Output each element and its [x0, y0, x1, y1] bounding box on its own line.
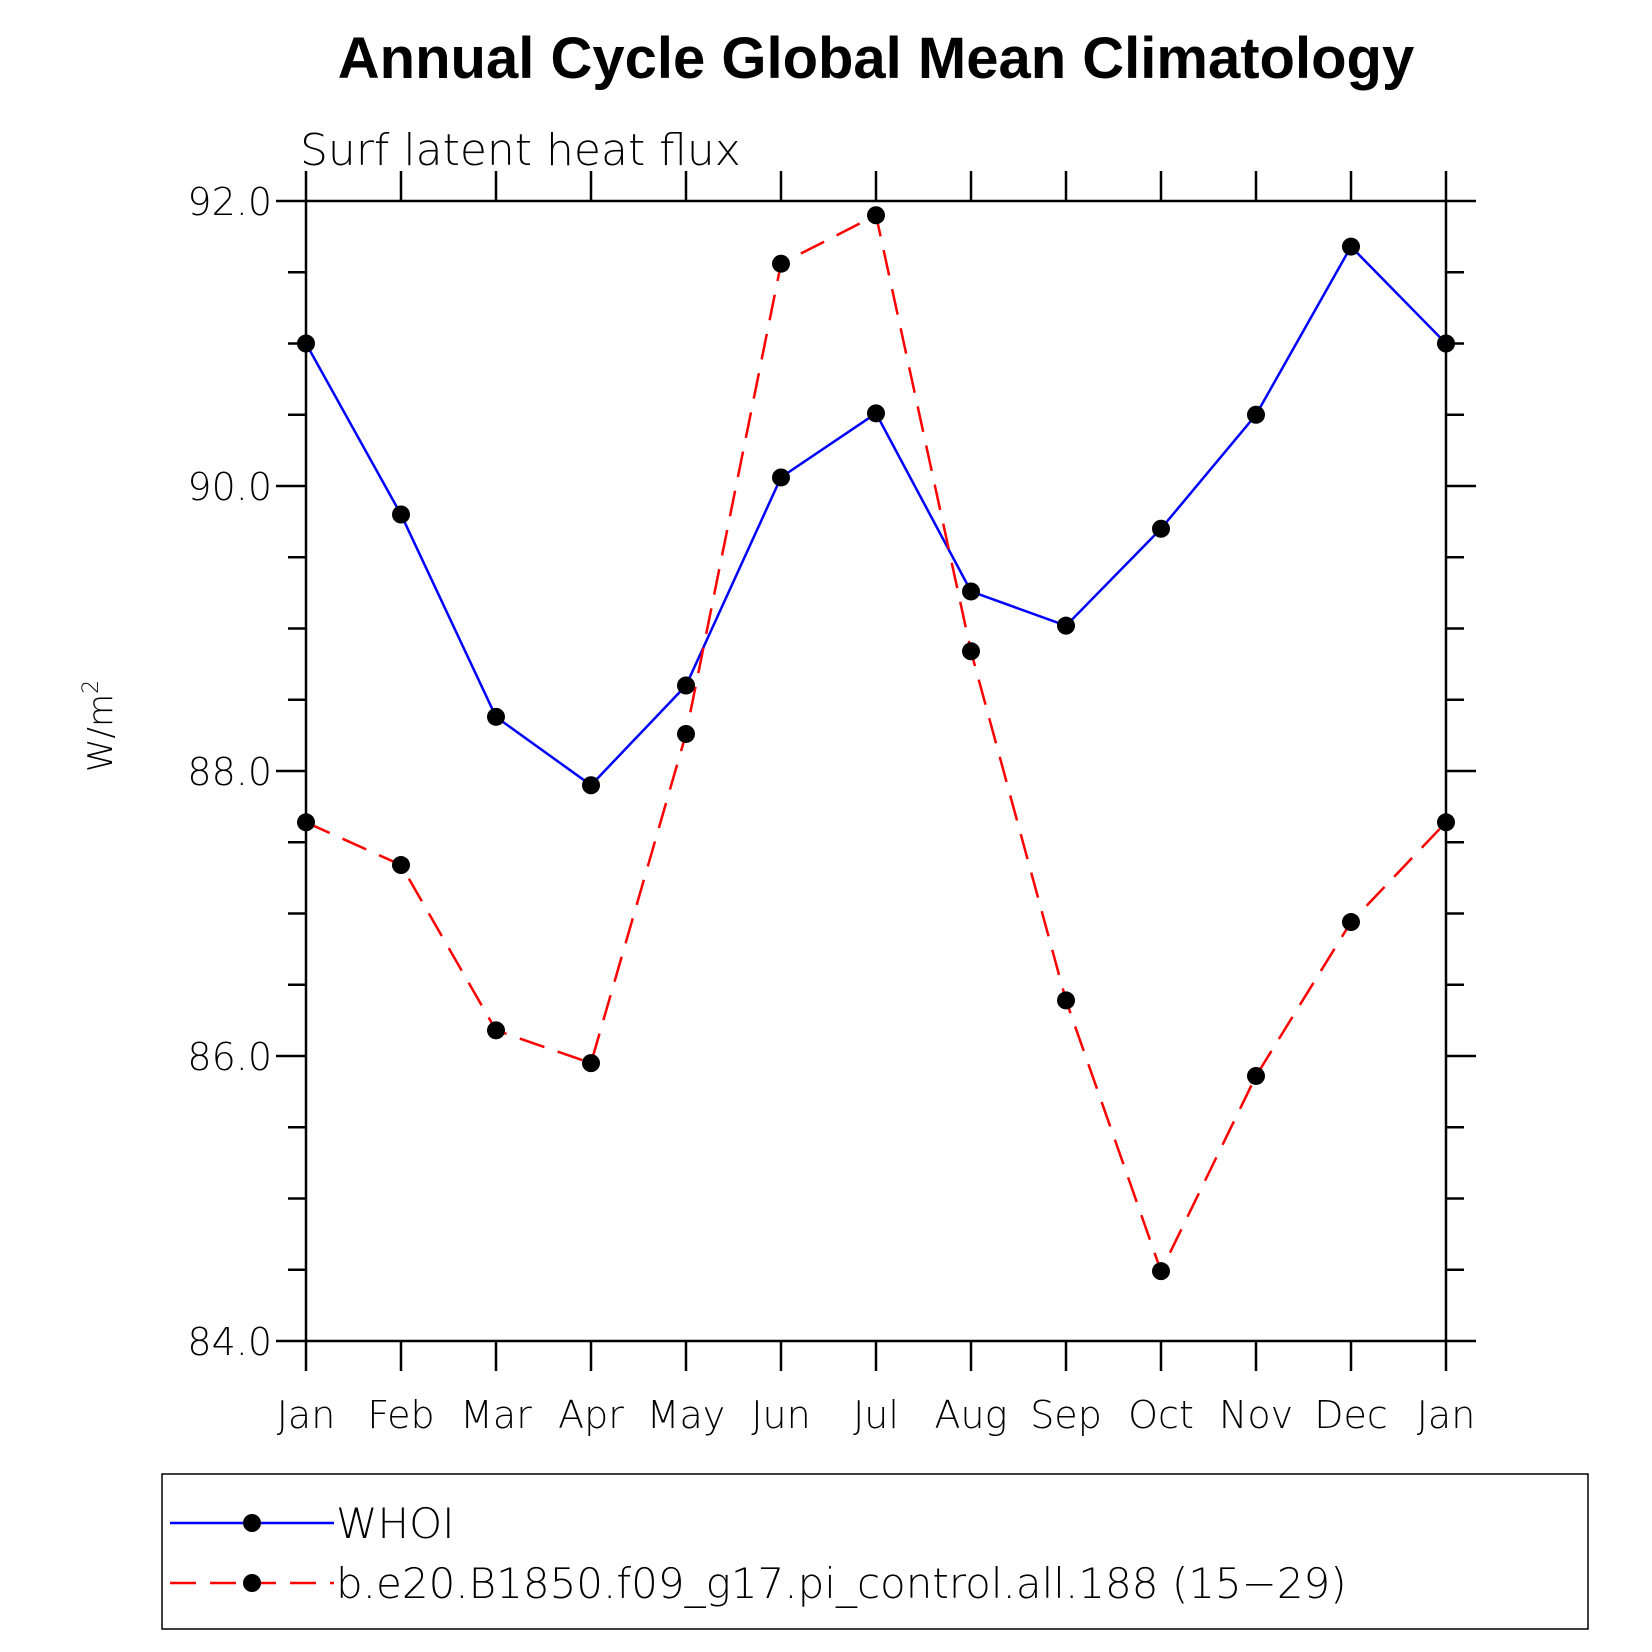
axis-ticks [276, 171, 1476, 1371]
series-line-1 [305, 213, 1447, 1275]
data-point-series-1 [962, 642, 980, 661]
data-point-series-1 [487, 1021, 505, 1040]
legend-label-1: b.e20.B1850.f09_g17.pi_control.all.188 (… [336, 1559, 1347, 1608]
legend-box [161, 1473, 1589, 1630]
chart-title: Annual Cycle Global Mean Climatology [338, 26, 1414, 91]
y-tick-labels: 84.0 86.0 88.0 90.0 92.0 [187, 180, 272, 1364]
x-tick-label: Jul [853, 1393, 899, 1437]
x-tick-label: Feb [367, 1393, 434, 1437]
data-point-series-0 [1342, 237, 1360, 256]
svg-text:W/m2: W/m2 [79, 680, 121, 772]
x-tick-label: Mar [460, 1393, 532, 1437]
data-point-series-1 [867, 206, 885, 225]
y-tick-label: 90.0 [187, 465, 272, 509]
data-point-series-0 [1247, 405, 1265, 424]
chart-subtitle: Surf latent heat flux [300, 125, 741, 176]
data-point-series-0 [1152, 519, 1170, 538]
series-line-0 [304, 244, 1447, 787]
data-point-series-1 [392, 856, 410, 875]
legend-items: WHOI b.e20.B1850.f09_g17.pi_control.all.1… [170, 1499, 1347, 1608]
y-axis-label-superscript: 2 [79, 680, 104, 694]
data-point-series-1 [772, 254, 790, 273]
legend-marker-1 [243, 1574, 261, 1592]
y-tick-label: 92.0 [187, 180, 272, 224]
x-tick-label: Dec [1314, 1393, 1388, 1437]
data-point-series-0 [392, 505, 410, 524]
x-tick-labels: Jan Feb Mar Apr May Jun Jul Aug Sep Oct Nov Dec Jan [277, 1393, 1476, 1437]
data-point-series-1 [1437, 813, 1455, 832]
y-tick-label: 88.0 [187, 750, 272, 794]
series-lines [304, 213, 1447, 1275]
data-point-series-0 [962, 582, 980, 601]
data-point-series-1 [297, 813, 315, 832]
y-axis-label-text: W/m [81, 694, 121, 772]
x-tick-label: Apr [558, 1393, 624, 1437]
data-point-series-0 [487, 707, 505, 726]
legend: WHOI b.e20.B1850.f09_g17.pi_control.all.1… [161, 1473, 1589, 1630]
data-point-series-0 [677, 676, 695, 695]
data-point-series-1 [1152, 1262, 1170, 1281]
data-point-series-1 [1247, 1066, 1265, 1085]
data-point-series-1 [1342, 913, 1360, 932]
x-tick-label: Jan [277, 1393, 336, 1437]
x-tick-label: Jan [1417, 1393, 1476, 1437]
data-point-series-0 [867, 404, 885, 423]
data-point-series-1 [1057, 991, 1075, 1010]
x-tick-label: Aug [935, 1393, 1008, 1437]
data-point-series-0 [1437, 334, 1455, 353]
plot-frame [304, 199, 1448, 1343]
data-point-series-0 [297, 334, 315, 353]
y-tick-label: 86.0 [187, 1035, 272, 1079]
data-point-series-1 [677, 724, 695, 743]
data-point-series-1 [582, 1054, 600, 1073]
data-point-series-0 [772, 468, 790, 487]
series-markers [297, 206, 1455, 1281]
legend-marker-0 [243, 1514, 261, 1532]
x-tick-label: May [647, 1393, 726, 1437]
y-tick-label: 84.0 [187, 1320, 272, 1364]
x-tick-label: Nov [1219, 1393, 1293, 1437]
x-tick-label: Oct [1128, 1393, 1194, 1437]
legend-label-0: WHOI [336, 1499, 455, 1548]
y-axis-label: W/m2 [79, 680, 121, 772]
x-tick-label: Sep [1030, 1393, 1102, 1437]
data-point-series-0 [582, 776, 600, 795]
x-tick-label: Jun [751, 1393, 810, 1437]
data-point-series-0 [1057, 616, 1075, 635]
